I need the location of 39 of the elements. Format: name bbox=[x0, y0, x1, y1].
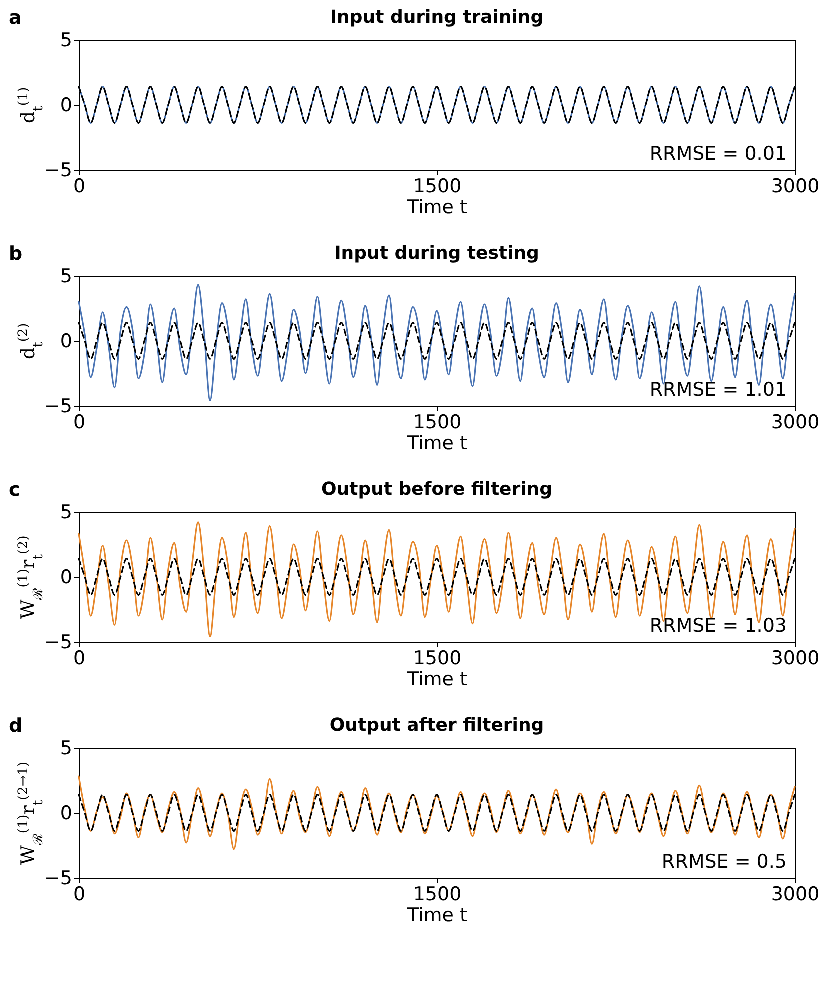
y-tick-label: −5 bbox=[44, 160, 72, 182]
annotation: RRMSE = 1.01 bbox=[650, 379, 787, 401]
y-tick-label: 0 bbox=[60, 802, 72, 824]
x-axis-title: Time t bbox=[406, 904, 468, 926]
x-axis-title: Time t bbox=[406, 196, 468, 218]
chart-title: Output before filtering bbox=[321, 479, 553, 500]
line-series bbox=[78, 776, 796, 850]
text: c bbox=[9, 479, 20, 501]
text: b bbox=[9, 243, 23, 265]
x-tick-label: 3000 bbox=[771, 648, 820, 670]
y-tick-label: 5 bbox=[60, 738, 72, 760]
y-tick-label: 0 bbox=[60, 330, 72, 352]
y-tick-label: 5 bbox=[60, 266, 72, 288]
chart-title: Input during training bbox=[330, 7, 544, 28]
x-tick-label: 3000 bbox=[771, 884, 820, 906]
x-axis-title: Time t bbox=[406, 668, 468, 690]
x-tick-label: 3000 bbox=[771, 176, 820, 198]
y-tick-label: 0 bbox=[60, 566, 72, 588]
line-series bbox=[78, 522, 796, 638]
x-tick-label: 1500 bbox=[413, 884, 462, 906]
text: d bbox=[9, 715, 23, 737]
chart-title: Input during testing bbox=[334, 243, 540, 264]
text: a bbox=[9, 7, 22, 29]
x-tick-label: 1500 bbox=[413, 648, 462, 670]
annotation: RRMSE = 1.03 bbox=[650, 615, 787, 637]
chart-title: Output after filtering bbox=[330, 715, 544, 736]
annotation: RRMSE = 0.5 bbox=[662, 851, 787, 873]
x-tick-label: 1500 bbox=[413, 176, 462, 198]
x-axis-title: Time t bbox=[406, 432, 468, 454]
y-tick-label: −5 bbox=[44, 868, 72, 890]
annotation: RRMSE = 0.01 bbox=[650, 143, 787, 165]
y-tick-label: −5 bbox=[44, 632, 72, 654]
y-tick-label: 0 bbox=[60, 94, 72, 116]
y-tick-label: 5 bbox=[60, 502, 72, 524]
x-tick-label: 3000 bbox=[771, 412, 820, 434]
y-tick-label: −5 bbox=[44, 396, 72, 418]
x-tick-label: 1500 bbox=[413, 412, 462, 434]
y-tick-label: 5 bbox=[60, 30, 72, 52]
line-series bbox=[78, 284, 796, 402]
